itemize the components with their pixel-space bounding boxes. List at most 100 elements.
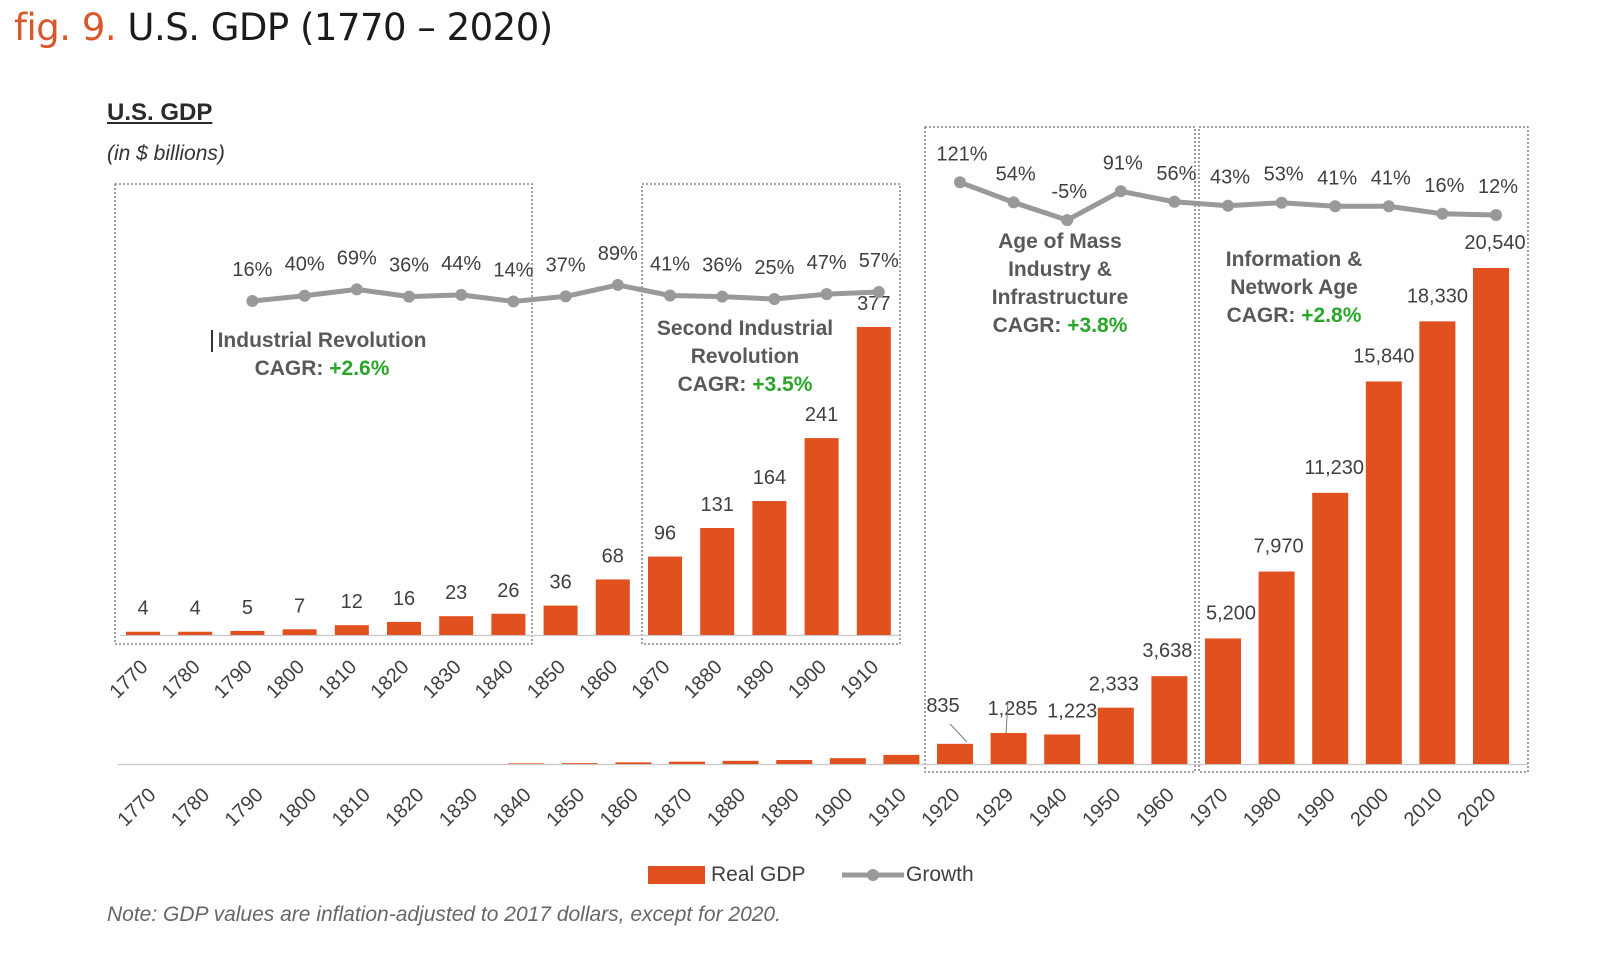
lower-bar-1900 xyxy=(829,758,866,764)
upper-growth-label-1850: 37% xyxy=(546,254,586,276)
lower-growth-point-2020 xyxy=(1490,209,1502,221)
lower-growth-point-2000 xyxy=(1382,200,1395,213)
lower-tick-1890: 1890 xyxy=(757,784,804,831)
upper-growth-label-1860: 89% xyxy=(598,243,638,265)
lower-growth-label-1929: 54% xyxy=(996,163,1036,185)
upper-bar-1910 xyxy=(856,327,891,635)
lower-growth-label-1960: 56% xyxy=(1156,163,1196,185)
era-cagr-value-4: +2.8% xyxy=(1301,304,1361,327)
lower-tick-2010: 2010 xyxy=(1400,784,1447,831)
lower-bar-1990 xyxy=(1312,492,1349,764)
upper-bar-1850 xyxy=(543,605,578,635)
upper-growth-label-1800: 40% xyxy=(285,254,325,276)
figure-heading: fig. 9. U.S. GDP (1770 – 2020) xyxy=(14,6,553,49)
upper-growth-point-1820 xyxy=(403,290,415,303)
lower-bar-2000 xyxy=(1365,381,1402,764)
upper-bar-1820 xyxy=(387,621,421,635)
lower-tick-1920: 1920 xyxy=(918,784,965,831)
lower-bar-1920 xyxy=(937,743,973,764)
upper-growth-point-1850 xyxy=(559,290,572,303)
upper-bar-1890 xyxy=(752,501,787,635)
lower-bar-label-1970: 5,200 xyxy=(1206,602,1256,624)
lower-bar-1929 xyxy=(990,732,1027,764)
figure-number: fig. 9. xyxy=(14,6,117,49)
lower-growth-point-1990 xyxy=(1329,200,1342,213)
upper-tick-1770: 1770 xyxy=(106,656,153,703)
upper-growth-point-1870 xyxy=(664,289,676,302)
upper-tick-1810: 1810 xyxy=(314,656,361,703)
upper-bar-1770 xyxy=(126,631,160,635)
lower-growth-label-2000: 41% xyxy=(1371,167,1411,189)
upper-bar-1790 xyxy=(230,630,265,635)
era-name-2-line-1: Second Industrial xyxy=(657,317,833,340)
upper-growth-point-1840 xyxy=(507,295,520,308)
upper-bar-label-1870: 96 xyxy=(654,523,676,545)
era-box-3 xyxy=(924,126,1196,773)
era-boxes xyxy=(114,126,1529,773)
era-box-1 xyxy=(114,183,533,645)
upper-growth-label-1890: 25% xyxy=(754,257,794,279)
lower-bar-1850 xyxy=(561,763,598,764)
lower-tick-1950: 1950 xyxy=(1078,784,1125,831)
upper-bar-label-1790: 5 xyxy=(242,597,253,619)
lower-bar-1970 xyxy=(1205,638,1241,764)
era-cagr-2: CAGR: +3.5% xyxy=(678,373,813,396)
era-cagr-label-2: CAGR: xyxy=(678,373,753,396)
upper-bar-label-1850: 36 xyxy=(549,572,571,594)
era-name-4-line-2: Network Age xyxy=(1230,276,1358,299)
era-name-1-line-1: Industrial Revolution xyxy=(218,329,427,352)
lower-growth-label-1970: 43% xyxy=(1210,167,1250,189)
chart-note: Note: GDP values are inflation-adjusted … xyxy=(107,903,781,926)
upper-growth-label-1820: 36% xyxy=(389,255,429,277)
chart-legend: Real GDP Growth xyxy=(648,863,974,886)
chart-subtitle: (in $ billions) xyxy=(107,142,225,165)
upper-growth-point-1860 xyxy=(611,278,624,291)
lower-growth-label-1920: 121% xyxy=(936,143,987,165)
upper-growth-point-1790 xyxy=(246,295,259,307)
era-name-3-line-1: Age of Mass xyxy=(998,230,1122,253)
upper-growth-label-1840: 14% xyxy=(493,259,533,281)
lower-growth-point-1920 xyxy=(954,176,966,189)
upper-bar-1800 xyxy=(282,629,317,635)
leader-line-1929 xyxy=(1005,700,1009,734)
lower-bar-label-1990: 11,230 xyxy=(1304,457,1364,479)
era-cagr-value-1: +2.6% xyxy=(329,357,389,380)
lower-tick-2020: 2020 xyxy=(1454,784,1501,831)
leader-line-1920 xyxy=(949,723,968,743)
upper-bar-1810 xyxy=(334,625,369,635)
lower-growth-label-1980: 53% xyxy=(1264,164,1304,186)
upper-tick-1880: 1880 xyxy=(680,656,727,703)
upper-bar-label-1810: 12 xyxy=(341,591,363,613)
upper-growth-point-1900 xyxy=(820,288,833,301)
upper-growth-point-1810 xyxy=(350,283,363,296)
era-cagr-label-3: CAGR: xyxy=(993,314,1068,337)
era-cagr-value-3: +3.8% xyxy=(1067,314,1127,337)
lower-growth-point-1980 xyxy=(1275,196,1288,209)
upper-growth-label-1870: 41% xyxy=(650,254,690,276)
upper-tick-1870: 1870 xyxy=(628,656,675,703)
upper-bar-1840 xyxy=(491,613,526,635)
lower-tick-1850: 1850 xyxy=(542,784,589,831)
upper-tick-1910: 1910 xyxy=(836,656,883,703)
lower-tick-1960: 1960 xyxy=(1132,784,1179,831)
lower-growth-point-1970 xyxy=(1222,199,1234,212)
lower-tick-2000: 2000 xyxy=(1346,784,1393,831)
upper-bar-label-1910: 377 xyxy=(857,293,890,315)
era-name-2-line-2: Revolution xyxy=(691,345,800,368)
era-labels: Industrial Revolution CAGR: +2.6% Second I… xyxy=(211,230,1362,396)
upper-growth-label-1880: 36% xyxy=(702,255,742,277)
upper-bar-1870 xyxy=(648,556,682,635)
upper-bar-label-1820: 16 xyxy=(393,588,415,610)
lower-tick-1860: 1860 xyxy=(596,784,643,831)
lower-bar-1870 xyxy=(669,761,705,764)
upper-bar-1830 xyxy=(439,616,474,635)
upper-growth-label-1830: 44% xyxy=(441,253,481,275)
upper-growth-point-1880 xyxy=(716,290,729,303)
lower-bar-1880 xyxy=(722,760,759,764)
lower-tick-1970: 1970 xyxy=(1186,784,1233,831)
lower-bar-label-2020: 20,540 xyxy=(1464,232,1525,254)
lower-bar-1910 xyxy=(883,754,920,764)
lower-bar-label-1980: 7,970 xyxy=(1254,536,1304,558)
lower-bar-label-1950: 2,333 xyxy=(1089,674,1139,696)
upper-bar-label-1860: 68 xyxy=(602,545,624,567)
